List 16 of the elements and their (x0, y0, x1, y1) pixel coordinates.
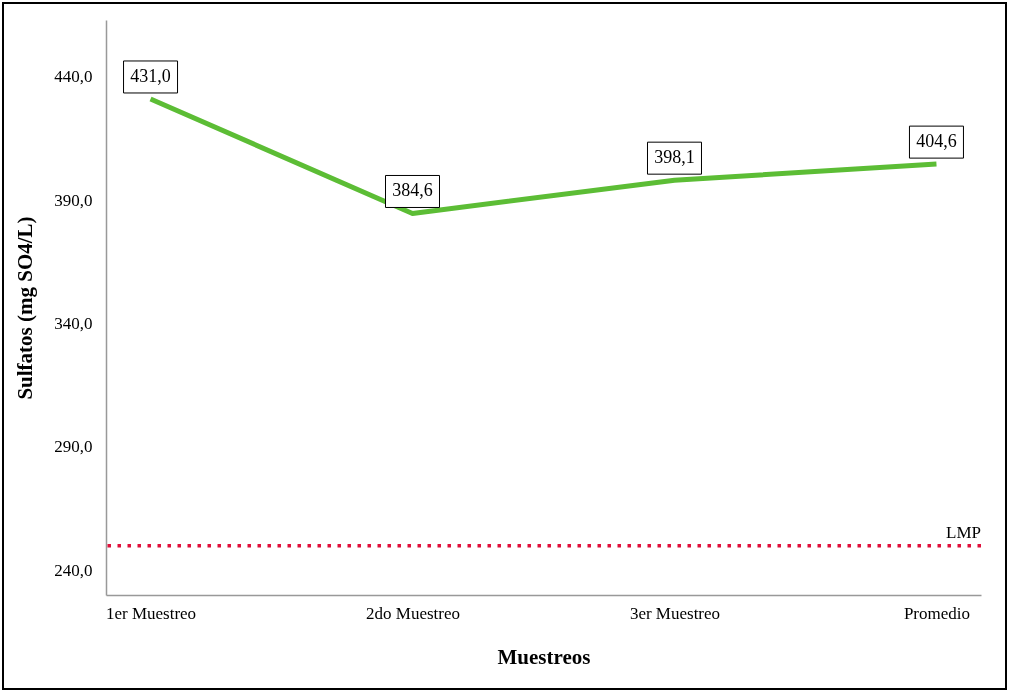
x-tick-label: 1er Muestreo (105, 603, 197, 623)
x-tick-label: 3er Muestreo (629, 603, 721, 623)
data-label: 384,6 (392, 180, 433, 201)
x-tick-label: Promedio (903, 603, 971, 623)
ref-line-label: LMP (946, 522, 981, 542)
y-tick-label: 340,0 (54, 314, 93, 334)
y-axis-title: Sulfatos (mg SO4/L) (13, 216, 38, 400)
data-label: 404,6 (916, 131, 957, 152)
y-tick-label: 240,0 (54, 560, 93, 580)
data-label: 398,1 (654, 147, 695, 168)
y-tick-label: 390,0 (54, 190, 93, 210)
x-tick-label: 2do Muestreo (366, 603, 460, 623)
y-tick-label: 290,0 (54, 437, 93, 457)
x-axis-title: Muestreos (497, 644, 591, 669)
y-tick-label: 440,0 (54, 67, 93, 87)
data-label: 431,0 (130, 65, 171, 86)
